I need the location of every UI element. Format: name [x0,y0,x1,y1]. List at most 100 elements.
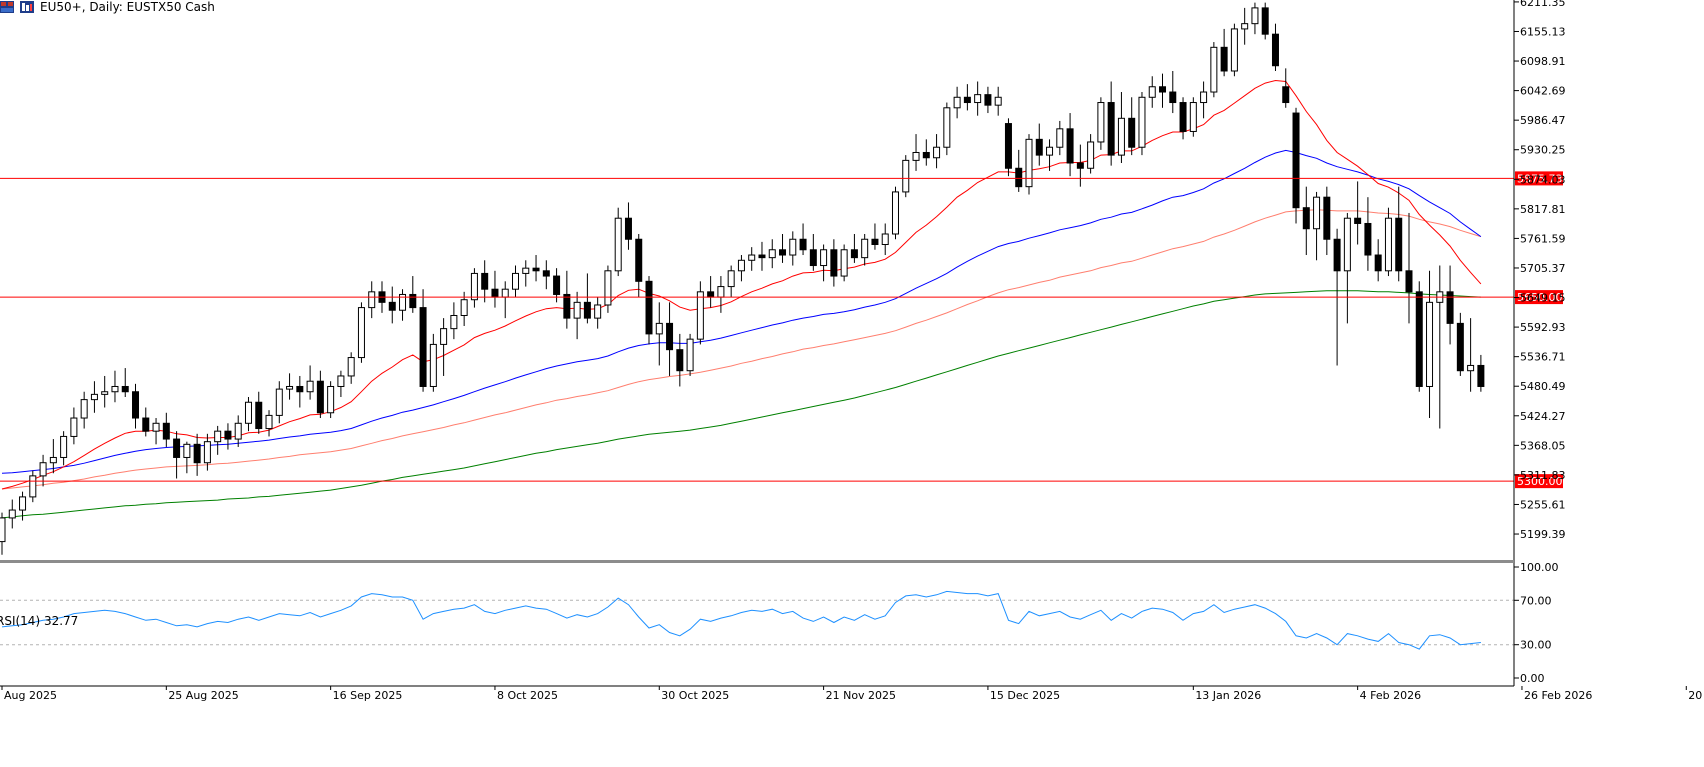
bear-candle-body [1169,91,1177,104]
date-tick-label: 25 Aug 2025 [168,689,238,702]
price-tick-label: 5649.15 [1520,292,1566,305]
candle [1117,92,1125,164]
candle [974,81,982,116]
symbol-icon [20,1,34,13]
candle [1138,92,1146,156]
bull-candle-body [1467,364,1475,372]
rsi-tick-label: 70.00 [1520,594,1552,607]
bear-candle-body [1302,207,1310,230]
bull-candle-body [1087,141,1095,169]
candle [90,381,98,413]
candle [1364,197,1372,271]
candle [306,365,314,400]
candle [1046,139,1054,171]
bear-candle-body [132,391,140,419]
bear-candle-body [409,293,417,309]
candle [337,370,345,397]
candle [933,134,941,169]
candle [1436,265,1444,429]
candle [820,244,828,282]
bull-candle-body [522,267,530,274]
bull-candle-body [737,259,745,272]
bear-candle-body [1107,102,1115,156]
bull-candle-body [60,435,68,458]
bull-candle-body [604,270,612,306]
candle [357,302,365,363]
candle [1323,186,1331,256]
candle [8,499,16,529]
candle [316,370,324,419]
candle [1395,186,1403,282]
price-tick-label: 5817.81 [1520,203,1566,216]
candle [39,454,47,487]
bull-candle-body [1189,102,1197,132]
candle [1282,68,1290,108]
bull-candle-body [357,307,365,359]
candle [696,281,704,345]
bull-candle-body [1426,301,1434,387]
bull-candle-body [460,299,468,316]
candle [234,415,242,447]
price-tick-label: 5930.25 [1520,144,1566,157]
candle [1313,191,1321,261]
candle [49,439,57,474]
bull-candle-body [614,217,622,272]
bear-candle-body [142,417,150,432]
bull-candle-body [1210,46,1218,93]
candle [368,281,376,319]
candle [1097,97,1105,150]
bear-candle-body [1405,270,1413,293]
bull-candle-body [19,496,27,511]
bull-candle-body [90,393,98,401]
bull-candle-body [440,328,448,345]
candle [943,102,951,156]
candle [1220,28,1228,77]
bull-candle-body [470,272,478,301]
date-tick-label: 26 Feb 2026 [1524,689,1592,702]
bear-candle-body [850,249,858,259]
candle [963,84,971,111]
candle [522,260,530,287]
bull-candle-body [234,422,242,440]
bull-candle-body [244,401,252,424]
price-tick-label: 5874.03 [1520,173,1566,186]
candle [224,423,232,450]
bear-candle-body [296,385,304,393]
candle [214,425,222,455]
bull-candle-body [696,291,704,340]
candle [573,291,581,340]
bull-candle-body [399,293,407,311]
chart-window-icon [0,1,14,13]
bear-candle-body [963,96,971,104]
candle [347,352,355,384]
bear-candle-body [1076,162,1084,169]
candle [1261,2,1269,40]
bear-candle-body [1415,291,1423,387]
candle [604,265,612,313]
bull-candle-body [717,286,725,298]
bull-candle-body [368,291,376,309]
bull-candle-body [840,249,848,277]
bull-candle-body [183,443,191,458]
price-tick-label: 5480.49 [1520,380,1566,393]
candle [1446,265,1454,345]
bear-candle-body [809,249,817,267]
bull-candle-body [203,441,211,464]
date-tick-label: Aug 2025 [4,689,57,702]
bear-candle-body [1128,117,1136,148]
bull-candle-body [768,249,776,259]
candle [152,418,160,445]
candle [830,239,838,287]
bull-candle-body [686,338,694,372]
bear-candle-body [1354,217,1362,224]
bull-candle-body [0,517,6,543]
bear-candle-body [799,238,807,251]
bear-candle-body [1220,46,1228,72]
bear-candle-body [553,275,561,295]
candle [707,276,715,308]
bull-candle-body [1200,91,1208,104]
candle [758,241,766,271]
candle [1477,354,1485,392]
candle [768,239,776,269]
